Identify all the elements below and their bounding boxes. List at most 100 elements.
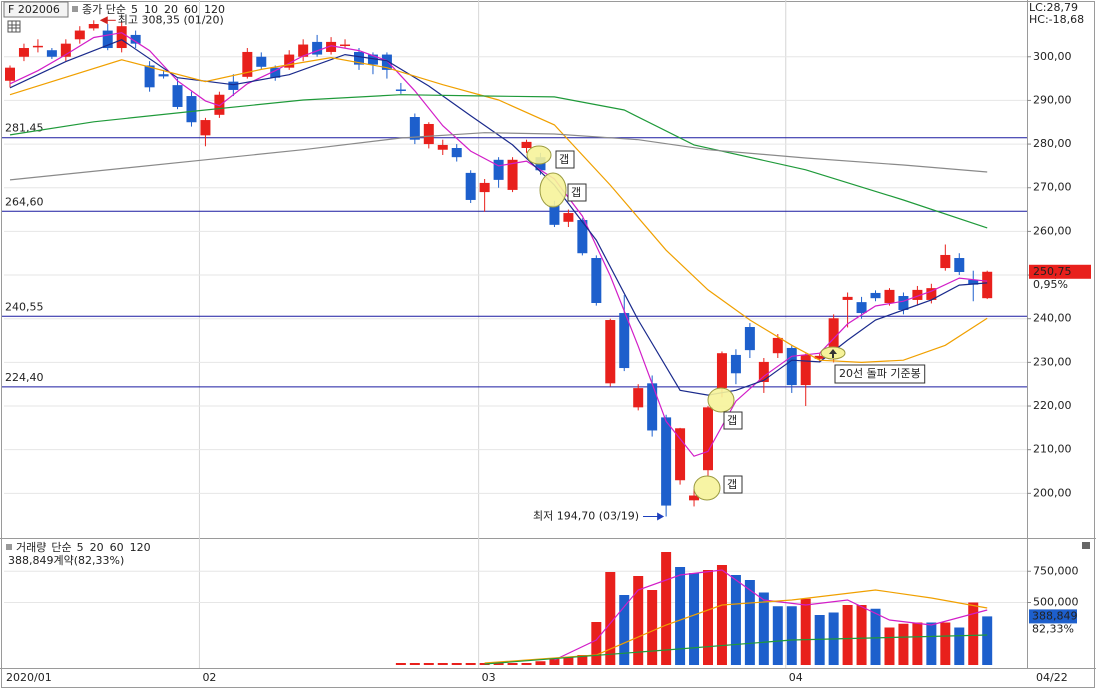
annotation-label: 갭 — [559, 153, 569, 166]
candle-body — [689, 495, 700, 501]
candle-body — [214, 94, 225, 115]
candle-body — [549, 205, 560, 225]
annotation-box — [723, 475, 743, 494]
volume-bar — [423, 663, 434, 665]
candle-body — [605, 320, 616, 384]
candle-body — [647, 383, 658, 431]
volume-bar — [493, 663, 504, 665]
volume-bar — [395, 663, 406, 665]
volume-bar — [661, 552, 672, 665]
legend-icon — [72, 6, 78, 12]
volume-bar — [619, 595, 630, 665]
legend-entry: 5 — [77, 541, 84, 554]
y-tick-label: 270,00 — [1033, 181, 1072, 194]
moving-average — [9, 39, 988, 396]
gap-marker — [526, 145, 552, 165]
y-tick-label: 290,00 — [1033, 93, 1072, 106]
candle-body — [856, 302, 867, 314]
x-tick-label: 04 — [789, 671, 803, 684]
candle-body — [88, 24, 99, 29]
candle-body — [800, 354, 811, 386]
volume-bar — [521, 663, 532, 665]
legend-entry: 120 — [204, 3, 225, 16]
candle-body — [144, 65, 155, 88]
volume-bar — [940, 622, 951, 665]
legend-icon — [6, 544, 12, 550]
volume-bar — [842, 605, 853, 665]
candle-body — [256, 56, 267, 67]
candle-body — [465, 172, 476, 200]
candle-body — [493, 159, 504, 180]
candle-body — [744, 327, 755, 351]
annotation-box — [555, 150, 575, 169]
candle-body — [298, 44, 309, 57]
candle-body — [18, 48, 29, 57]
annotation-box — [834, 364, 926, 384]
y-tick-label: 230,00 — [1033, 355, 1072, 368]
high-arrow — [99, 16, 108, 25]
legend-entry: 60 — [184, 3, 198, 16]
candle-body — [716, 353, 727, 389]
candle-body — [116, 26, 127, 49]
y-tick-label: 240,00 — [1033, 312, 1072, 325]
candle-body — [367, 54, 378, 65]
last-volume-ratio: 82,33% — [1032, 622, 1074, 635]
low-label: 최저 194,70 (03/19) — [533, 509, 639, 522]
y-tick-label: 500,000 — [1033, 596, 1079, 609]
y-tick-label: 220,00 — [1033, 399, 1072, 412]
volume-bar — [716, 565, 727, 665]
breakout-arrow — [829, 349, 837, 358]
candle-body — [954, 258, 965, 272]
candle-body — [312, 41, 323, 55]
candle-body — [423, 123, 434, 145]
candle-body — [758, 361, 769, 383]
volume-bar — [703, 570, 713, 665]
annotation-box — [567, 183, 587, 202]
high-label: 최고 308,35 (01/20) — [118, 13, 224, 26]
candle-body — [437, 144, 448, 150]
candle-body — [675, 428, 686, 481]
annotation-label: 20선 돌파 기준봉 — [839, 367, 921, 380]
grid-icon[interactable] — [7, 20, 21, 33]
volume-bar — [870, 608, 881, 665]
candle-body — [786, 347, 797, 386]
symbol-box — [3, 1, 69, 18]
volume-bar — [437, 663, 448, 665]
candle-body — [898, 296, 909, 310]
volume-average — [484, 634, 988, 665]
x-tick-label: 03 — [482, 671, 496, 684]
x-tick-label: 02 — [202, 671, 216, 684]
y-tick-label: 280,00 — [1033, 137, 1072, 150]
volume-average — [554, 569, 988, 661]
pane-menu-icon[interactable] — [1082, 542, 1090, 549]
candle-body — [242, 51, 253, 77]
volume-title: 거래량 — [16, 541, 46, 554]
candle-body — [521, 141, 532, 149]
candle-body — [451, 148, 462, 158]
candle-body — [186, 96, 197, 123]
volume-bar — [800, 598, 811, 665]
y-tick-label: 260,00 — [1033, 224, 1072, 237]
moving-average — [9, 32, 988, 457]
candle-body — [926, 288, 937, 300]
candle-body — [326, 41, 337, 52]
candle-body — [870, 292, 881, 299]
volume-bar — [982, 616, 993, 665]
candle-body — [46, 50, 57, 57]
candle-body — [940, 254, 951, 269]
volume-bar — [898, 623, 909, 665]
volume-bar — [730, 575, 741, 665]
annotation-label: 갭 — [571, 186, 581, 199]
candle-body — [409, 117, 420, 140]
y-tick-label: 750,000 — [1033, 564, 1079, 577]
legend-entry: 120 — [130, 541, 151, 554]
volume-bar — [633, 576, 644, 665]
lc-label: LC:28,79 — [1029, 1, 1078, 14]
annotation-label: 갭 — [727, 478, 737, 491]
volume-bar — [689, 573, 700, 665]
candle-body — [479, 182, 490, 193]
candle-body — [228, 81, 239, 90]
candle-body — [340, 44, 351, 47]
candle-body — [200, 120, 211, 136]
